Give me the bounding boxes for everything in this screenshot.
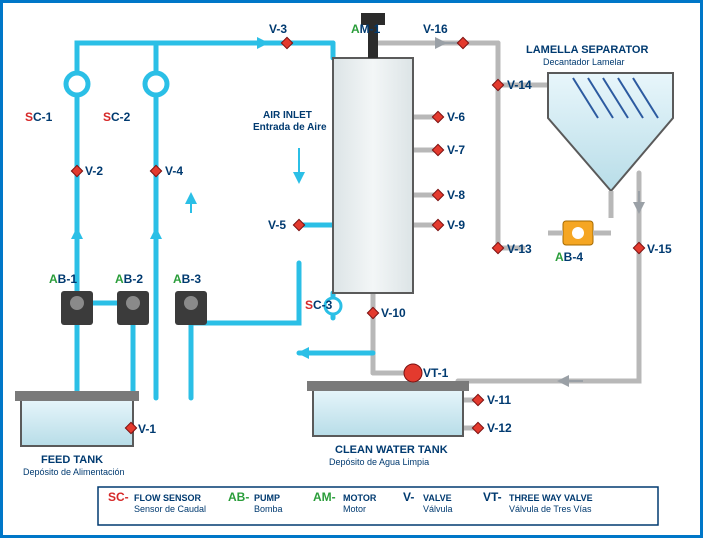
valve-v9: [432, 219, 443, 230]
clean-water-tank: [307, 381, 469, 436]
pump-ab1: [61, 291, 93, 325]
svg-text:V-16: V-16: [423, 22, 448, 36]
svg-text:V-8: V-8: [447, 188, 465, 202]
svg-text:V-13: V-13: [507, 242, 532, 256]
svg-text:V-2: V-2: [85, 164, 103, 178]
svg-text:LAMELLA SEPARATOR: LAMELLA SEPARATOR: [526, 44, 648, 56]
svg-text:Motor: Motor: [343, 504, 366, 514]
svg-text:SC-: SC-: [108, 490, 129, 504]
svg-text:FEED TANK: FEED TANK: [41, 454, 103, 466]
svg-text:Entrada de Aire: Entrada de Aire: [253, 122, 327, 133]
svg-text:SC-3: SC-3: [305, 298, 333, 312]
valve-v2: [71, 165, 82, 176]
svg-text:SC-2: SC-2: [103, 110, 131, 124]
svg-text:V-: V-: [403, 490, 414, 504]
svg-text:SC-1: SC-1: [25, 110, 53, 124]
svg-text:Válvula de Tres Vías: Válvula de Tres Vías: [509, 504, 592, 514]
valve-v5: [293, 219, 304, 230]
valve-v12: [472, 422, 483, 433]
svg-text:Válvula: Válvula: [423, 504, 453, 514]
svg-text:V-10: V-10: [381, 306, 406, 320]
svg-text:V-12: V-12: [487, 421, 512, 435]
svg-text:V-1: V-1: [138, 422, 156, 436]
svg-text:V-3: V-3: [269, 22, 287, 36]
svg-text:CLEAN WATER TANK: CLEAN WATER TANK: [335, 444, 448, 456]
svg-text:V-14: V-14: [507, 78, 532, 92]
valve-v14: [492, 79, 503, 90]
valve-v3: [281, 37, 292, 48]
valve-v15: [633, 242, 644, 253]
lamella-separator: [548, 73, 673, 218]
feed-tank: [15, 391, 139, 446]
svg-text:AB-4: AB-4: [555, 250, 583, 264]
pump-ab4: [563, 221, 593, 245]
valve-vt1: [404, 364, 422, 382]
svg-text:V-4: V-4: [165, 164, 183, 178]
svg-text:V-15: V-15: [647, 242, 672, 256]
valve-v16: [457, 37, 468, 48]
svg-text:AB-2: AB-2: [115, 272, 143, 286]
svg-text:AIR INLET: AIR INLET: [263, 110, 312, 121]
svg-text:Bomba: Bomba: [254, 504, 283, 514]
valve-v11: [472, 394, 483, 405]
svg-text:VALVE: VALVE: [423, 493, 452, 503]
valve-v4: [150, 165, 161, 176]
svg-text:AM-: AM-: [313, 490, 336, 504]
valve-v6: [432, 111, 443, 122]
legend: SC- FLOW SENSOR Sensor de Caudal AB- PUM…: [98, 487, 658, 525]
svg-text:V-6: V-6: [447, 110, 465, 124]
svg-text:Decantador Lamelar: Decantador Lamelar: [543, 57, 625, 67]
svg-text:PUMP: PUMP: [254, 493, 280, 503]
valve-v13: [492, 242, 503, 253]
valve-v8: [432, 189, 443, 200]
svg-text:V-7: V-7: [447, 143, 465, 157]
column-reactor: [333, 13, 413, 293]
svg-text:FLOW SENSOR: FLOW SENSOR: [134, 493, 201, 503]
svg-text:Depósito de Agua Limpia: Depósito de Agua Limpia: [329, 457, 429, 467]
svg-text:AB-3: AB-3: [173, 272, 201, 286]
valve-v10: [367, 307, 378, 318]
svg-text:V-11: V-11: [487, 393, 511, 407]
svg-text:AB-: AB-: [228, 490, 249, 504]
svg-text:AM-1: AM-1: [351, 22, 381, 36]
pump-ab3: [175, 291, 207, 325]
svg-text:THREE WAY VALVE: THREE WAY VALVE: [509, 493, 593, 503]
svg-text:AB-1: AB-1: [49, 272, 77, 286]
svg-text:Sensor de Caudal: Sensor de Caudal: [134, 504, 206, 514]
svg-text:V-9: V-9: [447, 218, 465, 232]
pump-ab2: [117, 291, 149, 325]
svg-text:Depósito de Alimentación: Depósito de Alimentación: [23, 467, 125, 477]
svg-text:V-5: V-5: [268, 218, 286, 232]
svg-text:MOTOR: MOTOR: [343, 493, 377, 503]
valve-v7: [432, 144, 443, 155]
svg-text:VT-: VT-: [483, 490, 502, 504]
svg-text:VT-1: VT-1: [423, 366, 449, 380]
